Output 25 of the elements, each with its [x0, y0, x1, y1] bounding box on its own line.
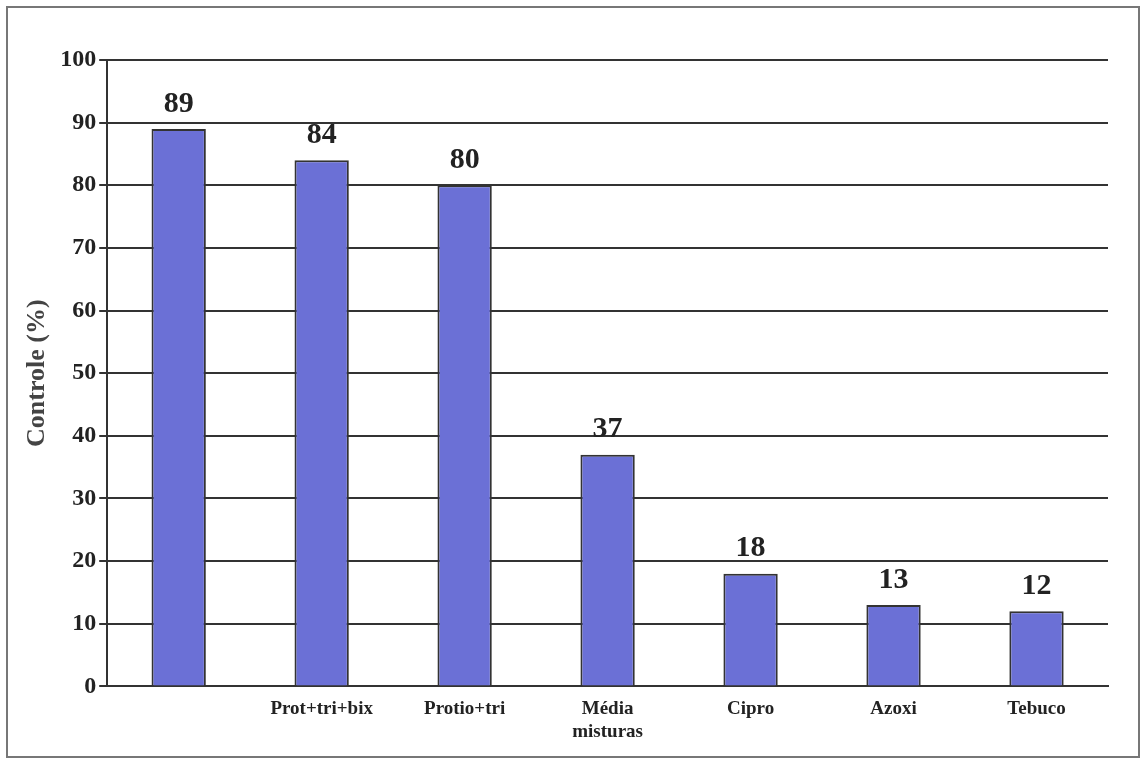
y-tick-label: 60 — [72, 295, 97, 322]
y-tick-label: 0 — [84, 671, 97, 698]
data-label: 12 — [1021, 566, 1052, 600]
x-tick-label: Cipro — [726, 696, 775, 718]
data-label: 18 — [735, 529, 766, 563]
y-tick-label: 10 — [72, 608, 97, 635]
data-label: 80 — [449, 141, 480, 175]
y-tick-label: 80 — [72, 170, 97, 197]
y-tick-label: 70 — [72, 233, 97, 260]
y-tick-label: 40 — [72, 421, 97, 448]
x-tick-label: Tebuco — [1007, 696, 1066, 718]
x-tick-label: Azoxi — [870, 696, 917, 718]
x-tick-label: Média misturas — [572, 696, 643, 741]
y-tick-label: 50 — [72, 358, 97, 385]
x-tick-label: Protio+tri — [424, 696, 506, 718]
data-label: 13 — [878, 560, 909, 594]
y-tick-label: 90 — [72, 107, 97, 134]
y-tick-label: 30 — [72, 483, 97, 510]
y-tick-label: 20 — [72, 546, 97, 573]
y-axis-title: Controle (%) — [21, 299, 51, 447]
x-tick-label: Prot+tri+bix — [270, 696, 374, 718]
data-label: 37 — [592, 410, 623, 444]
data-label: 84 — [306, 115, 337, 149]
y-tick-label: 100 — [60, 45, 97, 72]
data-label: 89 — [163, 84, 194, 118]
